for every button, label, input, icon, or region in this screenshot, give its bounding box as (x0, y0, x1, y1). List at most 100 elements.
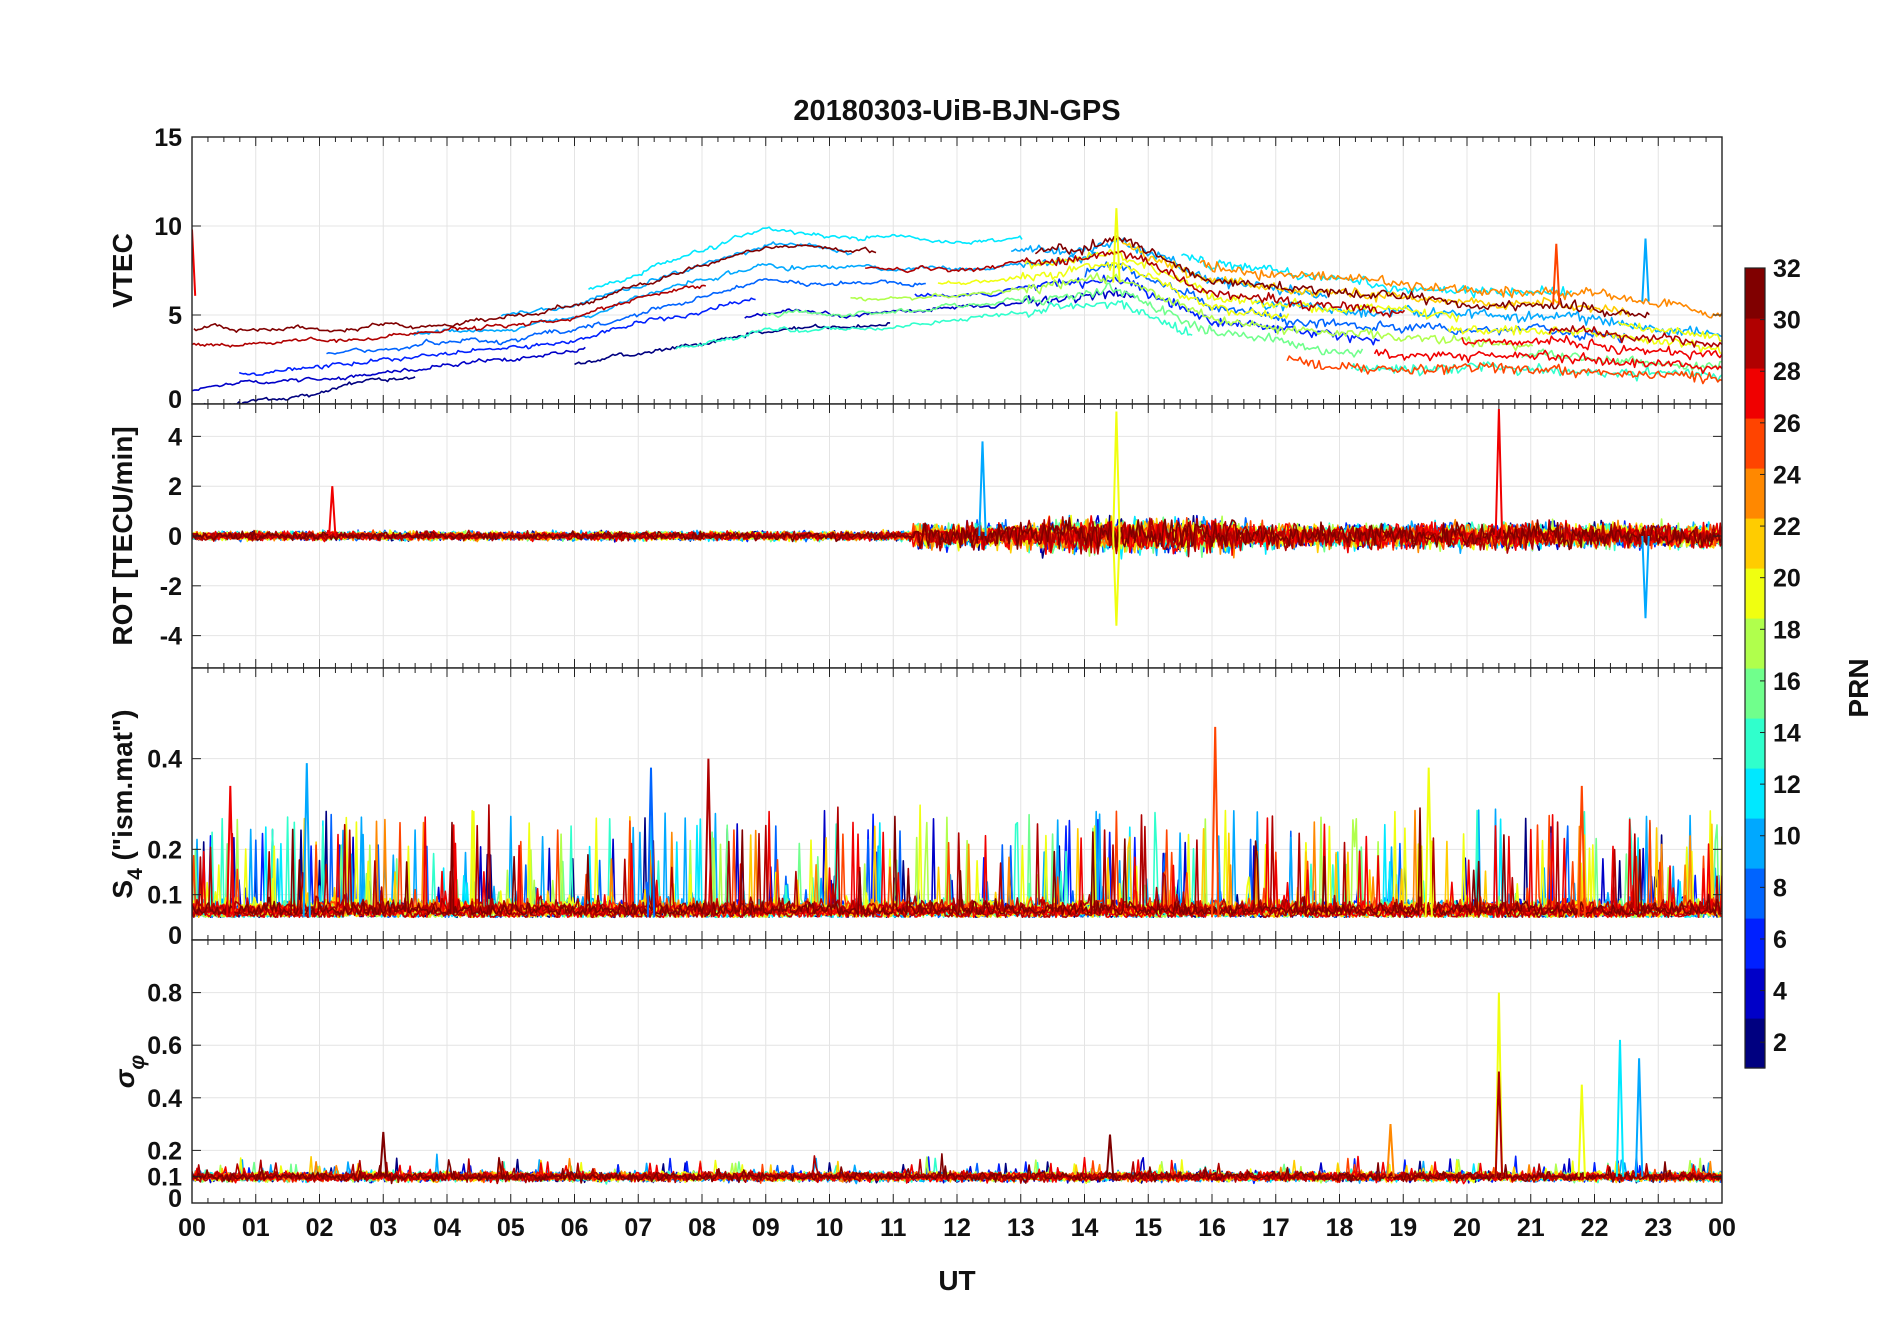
colorbar-tick-label: 12 (1773, 771, 1801, 799)
peak-mark-prn-10 (1641, 535, 1650, 619)
peak-mark-prn-10 (978, 441, 987, 537)
y-tick-label-vtec: 0 (168, 386, 182, 414)
peak-mark-prn-12 (1615, 1039, 1625, 1177)
series-line-prn-30 (192, 806, 1722, 919)
panel-vtec: 0 5 10 15 VTEC (107, 124, 1723, 414)
series-line-prn-15 (762, 282, 1364, 358)
colorbar-swatch (1745, 568, 1765, 619)
series-line-prn-22 (1111, 235, 1630, 318)
peak-mark-prn-10 (1634, 1058, 1644, 1177)
series-lines-s4 (192, 726, 1722, 919)
series-line-prn-31 (193, 244, 877, 333)
x-tick-label: 13 (1007, 1214, 1035, 1242)
y-tick-label-rot: -2 (160, 573, 182, 601)
series-line-prn-30 (865, 250, 1406, 318)
colorbar-tick-label: 24 (1773, 461, 1801, 489)
y-tick-label-sigma_phi: 0.2 (147, 1137, 182, 1165)
series-line-prn-10 (500, 241, 852, 317)
x-tick-label: 10 (816, 1214, 844, 1242)
y-axis-label-rot: ROT [TECU/min] (107, 426, 138, 645)
x-tick-label: 19 (1389, 1214, 1417, 1242)
panel-sigma_phi: 00.10.2 0.4 0.6 0.8 σφ (109, 939, 1723, 1213)
y-tick-label-sigma_phi: 0.6 (147, 1032, 182, 1060)
y-tick-label-rot: -4 (160, 623, 182, 651)
series-line-prn-12 (1180, 253, 1573, 299)
colorbar-swatch (1745, 418, 1765, 469)
y-tick-label-rot: 0 (168, 523, 182, 551)
series-line-prn-24 (1199, 259, 1722, 319)
series-line-prn-31 (192, 807, 1722, 916)
series-line-prn-26 (1286, 355, 1722, 385)
colorbar-tick-label: 32 (1773, 255, 1801, 283)
colorbar-swatch (1745, 968, 1765, 1019)
x-tick-label: 11 (880, 1214, 907, 1242)
panel-s4: 0 0.1 0.2 0.4S4 ("ism.mat") (107, 667, 1723, 950)
peak-mark-prn-20 (1112, 208, 1121, 283)
x-tick-label: 04 (433, 1214, 461, 1242)
series-line-prn-4 (192, 346, 586, 392)
y-tick-label-rot: 2 (168, 473, 182, 501)
series-lines-sigma_phi (192, 992, 1722, 1185)
colorbar-tick-label: 30 (1773, 307, 1801, 335)
colorbar-tick-label: 20 (1773, 565, 1801, 593)
x-tick-label: 17 (1262, 1214, 1290, 1242)
y-tick-label-s4: 0.1 (147, 882, 182, 910)
series-line-prn-29 (192, 804, 1722, 913)
colorbar-swatch (1745, 918, 1765, 969)
colorbar-tick-label: 28 (1773, 358, 1801, 386)
chart-title: 20180303-UiB-BJN-GPS (793, 95, 1120, 127)
y-tick-label-s4: 0 (168, 922, 182, 950)
peak-mark-prn-20 (1424, 767, 1433, 918)
x-tick-label: 07 (624, 1214, 652, 1242)
peak-mark-prn-8 (646, 767, 656, 918)
series-line-prn-5 (914, 274, 1380, 346)
panel-rot: -4 -2 0 2 4 ROT [TECU/min] (107, 403, 1723, 669)
colorbar-tick-label: 16 (1773, 668, 1801, 696)
peak-mark-prn-30 (704, 758, 713, 918)
x-tick-label: 06 (561, 1214, 589, 1242)
colorbar-tick-label: 10 (1773, 823, 1801, 851)
x-tick-label: 00 (1708, 1214, 1736, 1242)
peak-mark-prn-31 (379, 1131, 388, 1177)
y-tick-label-s4: 0.4 (147, 746, 182, 774)
x-tick-label: 16 (1198, 1214, 1226, 1242)
colorbar-frame (1744, 267, 1766, 1069)
series-line-prn-13 (675, 299, 1193, 350)
y-axis-label-vtec: VTEC (107, 233, 138, 308)
colorbar-swatch (1745, 518, 1765, 569)
x-tick-label: 22 (1581, 1214, 1609, 1242)
series-lines-vtec (192, 208, 1722, 404)
colorbar-tick-label: 2 (1773, 1029, 1787, 1057)
series-line-prn-20 (1024, 248, 1460, 323)
tick-marks-rot (192, 404, 1722, 668)
peak-mark-prn-30 (1494, 1071, 1504, 1177)
series-line-prn-5 (238, 297, 756, 377)
peak-mark-prn-26 (1552, 243, 1561, 305)
x-tick-label: 23 (1644, 1214, 1672, 1242)
peak-mark-prn-10 (1641, 238, 1650, 302)
peak-mark-prn-28 (192, 229, 197, 296)
colorbar-tick-label: 22 (1773, 513, 1801, 541)
colorbar-swatch (1745, 1018, 1765, 1069)
peak-mark-prn-25 (1211, 726, 1220, 918)
series-line-prn-31 (1034, 236, 1650, 319)
series-line-prn-2 (202, 376, 416, 404)
colorbar-swatch (1745, 268, 1765, 319)
series-line-prn-17 (850, 272, 1534, 352)
series-line-prn-12 (588, 226, 1023, 291)
y-tick-label-sigma_phi: 0 (168, 1185, 182, 1213)
peak-mark-prn-26 (1577, 785, 1586, 918)
peak-mark-prn-20 (1112, 535, 1121, 626)
colorbar-swatch (1745, 668, 1765, 719)
y-tick-label-sigma_phi: 0.8 (147, 980, 182, 1008)
y-tick-label-vtec: 5 (168, 302, 182, 330)
colorbar-tick-label: 14 (1773, 720, 1801, 748)
y-tick-label-vtec: 15 (154, 124, 182, 152)
y-tick-label-rot: 4 (168, 423, 182, 451)
x-tick-labels: 00 01 02 03 04 05 06 07 08 09 10 11 12 13 14 15 16 17 18 19… (178, 1214, 1736, 1242)
x-tick-label: 12 (943, 1214, 971, 1242)
x-tick-label: 21 (1517, 1214, 1545, 1242)
